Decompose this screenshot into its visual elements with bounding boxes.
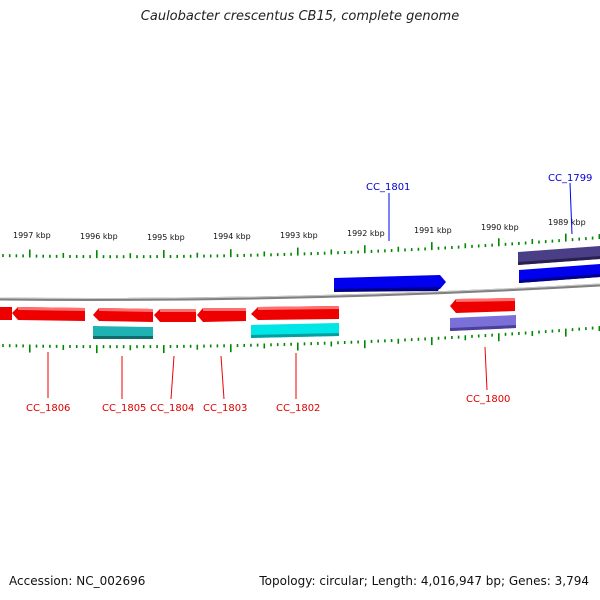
label-cc-1801[interactable]: CC_1801 bbox=[366, 182, 410, 193]
label-cc-1800[interactable]: CC_1800 bbox=[466, 394, 510, 405]
gene-cc-1803[interactable] bbox=[197, 308, 246, 322]
label-cc-1804[interactable]: CC_1804 bbox=[150, 403, 194, 414]
gene-labels: CC_1801 CC_1799 CC_1806 CC_1805 CC_1804 … bbox=[26, 173, 592, 414]
genome-info-text: Topology: circular; Length: 4,016,947 bp… bbox=[259, 574, 589, 588]
scale-label-1991: 1991 kbp bbox=[414, 226, 452, 235]
gene-cc-1804[interactable] bbox=[154, 309, 196, 322]
scale-label-1996: 1996 kbp bbox=[80, 232, 118, 241]
label-cc-1805[interactable]: CC_1805 bbox=[102, 403, 146, 414]
scale-label-1994: 1994 kbp bbox=[213, 232, 251, 241]
gene-cc-1805-feature[interactable] bbox=[93, 326, 153, 339]
label-cc-1799[interactable]: CC_1799 bbox=[548, 173, 592, 184]
scale-label-1992: 1992 kbp bbox=[347, 229, 385, 238]
genome-backbone bbox=[0, 283, 600, 301]
scale-label-1989: 1989 kbp bbox=[548, 218, 586, 227]
map-title: Caulobacter crescentus CB15, complete ge… bbox=[140, 9, 460, 24]
reverse-genes bbox=[0, 298, 516, 339]
leader-lines bbox=[47, 182, 573, 400]
gene-cc-1807-partial[interactable] bbox=[0, 307, 12, 320]
forward-genes bbox=[334, 246, 600, 292]
scale-label-1997: 1997 kbp bbox=[13, 231, 51, 240]
scale-label-1995: 1995 kbp bbox=[147, 233, 185, 242]
forward-scale-ticks bbox=[2, 233, 600, 259]
gene-cc-1801[interactable] bbox=[334, 275, 446, 291]
reverse-scale-ticks bbox=[2, 326, 600, 354]
accession-text: Accession: NC_002696 bbox=[9, 574, 146, 588]
label-cc-1802[interactable]: CC_1802 bbox=[276, 403, 320, 414]
label-cc-1806[interactable]: CC_1806 bbox=[26, 403, 70, 414]
label-cc-1803[interactable]: CC_1803 bbox=[203, 403, 247, 414]
scale-label-1990: 1990 kbp bbox=[481, 223, 519, 232]
scale-labels: 1997 kbp 1996 kbp 1995 kbp 1994 kbp 1993… bbox=[13, 218, 586, 242]
scale-label-1993: 1993 kbp bbox=[280, 231, 318, 240]
